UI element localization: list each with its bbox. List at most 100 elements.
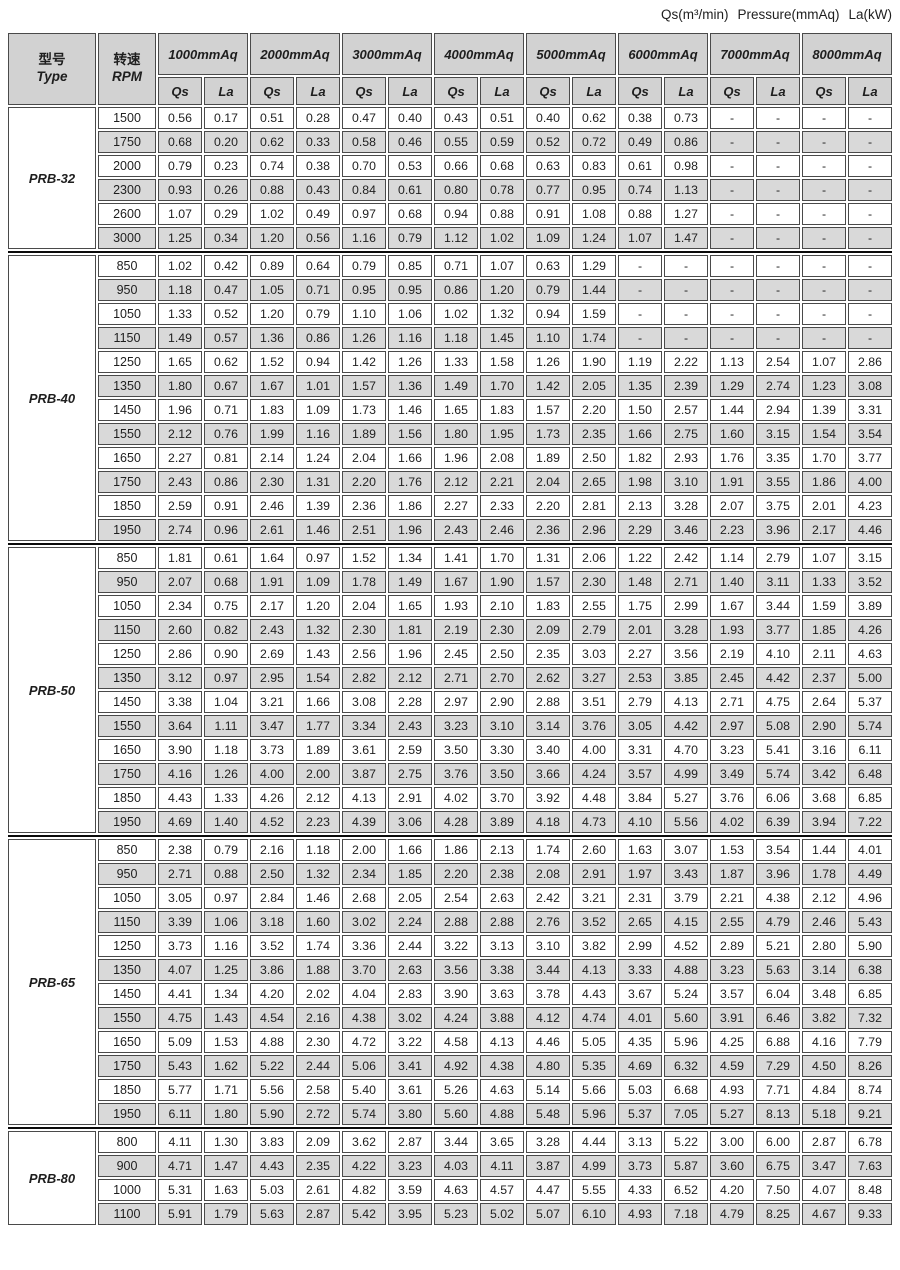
value-cell: 3.52	[572, 911, 616, 933]
value-cell: 0.62	[572, 107, 616, 129]
value-cell: 3.77	[848, 447, 892, 469]
value-cell: 4.00	[848, 471, 892, 493]
value-cell: 1.53	[710, 839, 754, 861]
value-cell: 2.60	[158, 619, 202, 641]
value-cell: 0.52	[204, 303, 248, 325]
value-cell: 2.84	[250, 887, 294, 909]
value-cell: 4.71	[158, 1155, 202, 1177]
value-cell: 0.88	[480, 203, 524, 225]
value-cell: 4.11	[480, 1155, 524, 1177]
value-cell: 6.11	[848, 739, 892, 761]
rpm-cell: 1550	[98, 1007, 156, 1029]
value-cell: 4.63	[480, 1079, 524, 1101]
value-cell: 4.13	[572, 959, 616, 981]
value-cell: 1.73	[342, 399, 386, 421]
value-cell: 5.37	[618, 1103, 662, 1125]
value-cell: 2.71	[434, 667, 478, 689]
value-cell: 5.43	[158, 1055, 202, 1077]
value-cell: 0.52	[526, 131, 570, 153]
value-cell: 3.75	[756, 495, 800, 517]
value-cell: 5.63	[756, 959, 800, 981]
value-cell: 4.28	[434, 811, 478, 833]
value-cell: 2.07	[158, 571, 202, 593]
value-cell: 0.79	[388, 227, 432, 249]
value-cell: 5.31	[158, 1179, 202, 1201]
value-cell: 1.57	[526, 571, 570, 593]
value-cell: 2.87	[388, 1131, 432, 1153]
value-cell: 1.07	[802, 547, 846, 569]
value-cell: -	[710, 155, 754, 177]
value-cell: 2.62	[526, 667, 570, 689]
value-cell: 2.81	[572, 495, 616, 517]
value-cell: 4.02	[434, 787, 478, 809]
value-cell: 4.16	[158, 763, 202, 785]
rpm-cell: 1450	[98, 399, 156, 421]
value-cell: 0.89	[250, 255, 294, 277]
value-cell: 2.24	[388, 911, 432, 933]
value-cell: 7.29	[756, 1055, 800, 1077]
value-cell: 2.46	[480, 519, 524, 541]
value-cell: 1.54	[296, 667, 340, 689]
value-cell: 0.75	[204, 595, 248, 617]
value-cell: 4.88	[250, 1031, 294, 1053]
value-cell: 3.28	[664, 495, 708, 517]
value-cell: 3.89	[480, 811, 524, 833]
value-cell: 2.01	[618, 619, 662, 641]
value-cell: 1.42	[342, 351, 386, 373]
value-cell: 4.26	[250, 787, 294, 809]
value-cell: 2.97	[710, 715, 754, 737]
value-cell: 2.28	[388, 691, 432, 713]
value-cell: 3.73	[618, 1155, 662, 1177]
value-cell: 1.47	[664, 227, 708, 249]
value-cell: 4.70	[664, 739, 708, 761]
value-cell: 1.86	[434, 839, 478, 861]
table-row: 950 2.07 0.68 1.91 1.09 1.78 1.49 1.67 1.90 1.57 2…	[8, 571, 892, 593]
rpm-cell: 850	[98, 255, 156, 277]
value-cell: 0.97	[296, 547, 340, 569]
value-cell: 2.13	[618, 495, 662, 517]
value-cell: 4.74	[572, 1007, 616, 1029]
value-cell: 0.56	[158, 107, 202, 129]
value-cell: 1.18	[204, 739, 248, 761]
value-cell: 5.14	[526, 1079, 570, 1101]
table-row: 900 4.71 1.47 4.43 2.35 4.22 3.23 4.03 4.11 3.87 4…	[8, 1155, 892, 1177]
value-cell: 1.16	[204, 935, 248, 957]
value-cell: 2.07	[710, 495, 754, 517]
value-cell: 0.68	[158, 131, 202, 153]
value-cell: 8.48	[848, 1179, 892, 1201]
value-cell: 1.56	[388, 423, 432, 445]
value-cell: 1.07	[158, 203, 202, 225]
value-cell: 3.54	[848, 423, 892, 445]
rpm-cell: 1950	[98, 519, 156, 541]
value-cell: 5.43	[848, 911, 892, 933]
header-qs: Qs	[710, 77, 754, 105]
value-cell: 0.23	[204, 155, 248, 177]
value-cell: 1.19	[618, 351, 662, 373]
value-cell: 1.46	[388, 399, 432, 421]
value-cell: 3.87	[342, 763, 386, 785]
value-cell: 0.71	[434, 255, 478, 277]
value-cell: 2.90	[802, 715, 846, 737]
value-cell: 7.32	[848, 1007, 892, 1029]
value-cell: -	[664, 303, 708, 325]
value-cell: 0.61	[618, 155, 662, 177]
value-cell: 2.38	[158, 839, 202, 861]
rpm-cell: 1750	[98, 471, 156, 493]
value-cell: 1.16	[388, 327, 432, 349]
value-cell: 0.93	[158, 179, 202, 201]
table-row: 1550 3.64 1.11 3.47 1.77 3.34 2.43 3.23 3.10 3.14…	[8, 715, 892, 737]
value-cell: -	[756, 107, 800, 129]
value-cell: -	[756, 327, 800, 349]
value-cell: 1.33	[802, 571, 846, 593]
table-row: 1250 3.73 1.16 3.52 1.74 3.36 2.44 3.22 3.13 3.10…	[8, 935, 892, 957]
value-cell: -	[756, 179, 800, 201]
rpm-cell: 1350	[98, 375, 156, 397]
value-cell: 2.23	[296, 811, 340, 833]
value-cell: 6.11	[158, 1103, 202, 1125]
value-cell: 3.59	[388, 1179, 432, 1201]
value-cell: 4.57	[480, 1179, 524, 1201]
value-cell: 2.57	[664, 399, 708, 421]
value-cell: 2.46	[250, 495, 294, 517]
value-cell: 0.63	[526, 155, 570, 177]
value-cell: 0.47	[204, 279, 248, 301]
